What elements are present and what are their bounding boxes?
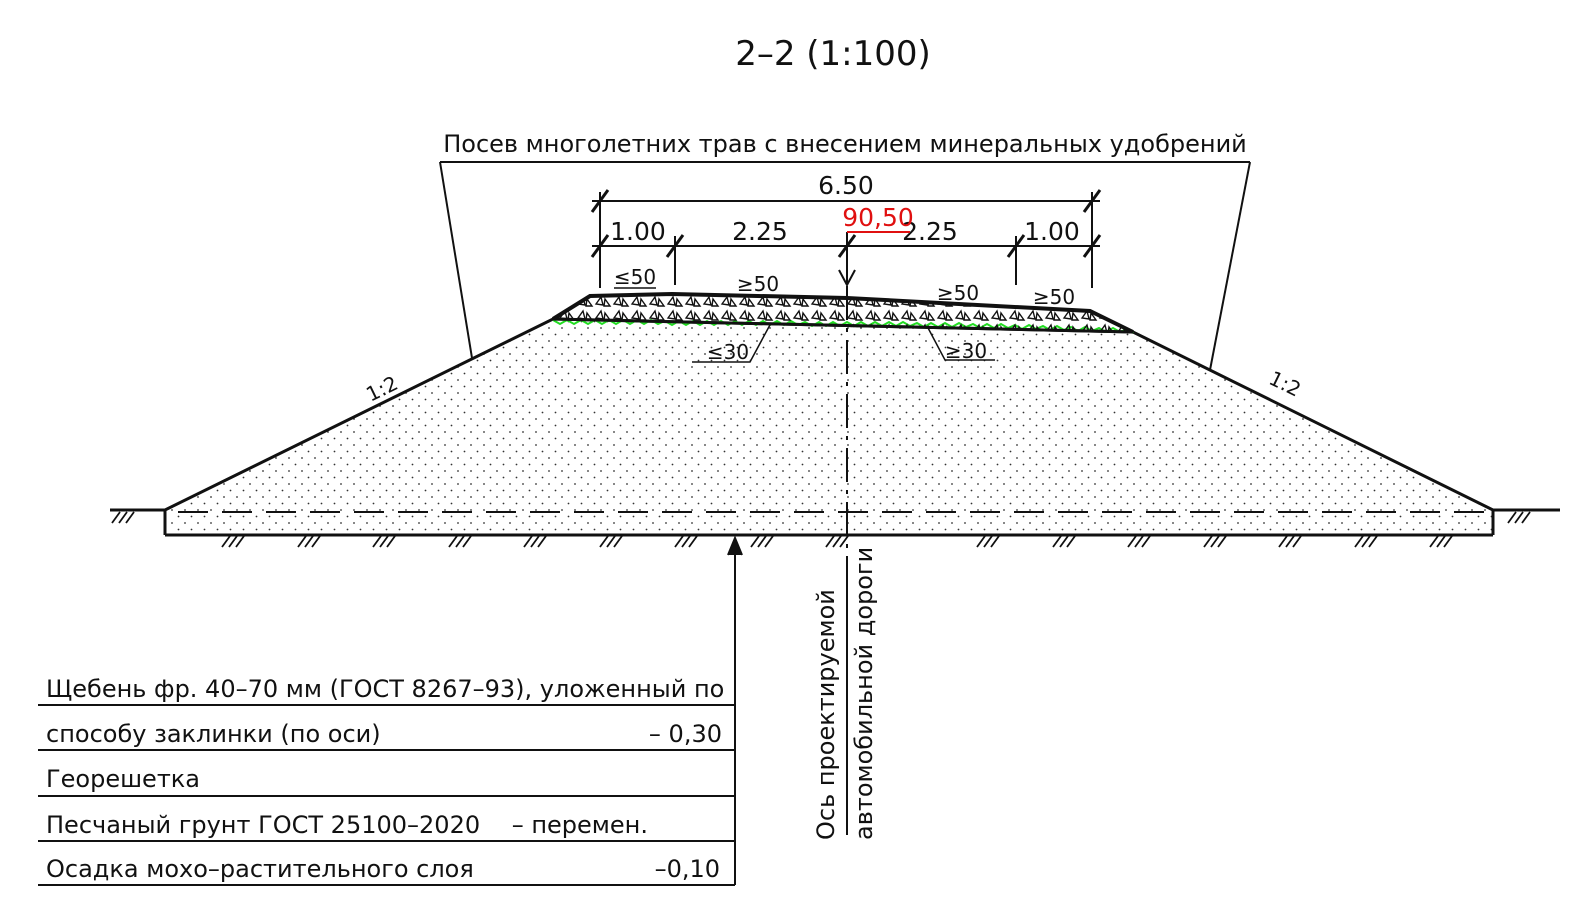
seeding-leader-right [1209, 161, 1251, 371]
thickness-top-mid-right: ≥50 [937, 281, 979, 305]
seeding-leader-left [439, 161, 473, 359]
dimension-chain-segments [590, 234, 1102, 285]
legend-row-1-text: Щебень фр. 40–70 мм (ГОСТ 8267–93), улож… [46, 675, 724, 703]
legend-row-2-value: – 0,30 [649, 720, 722, 748]
legend-row-4-value: – перемен. [512, 811, 648, 839]
thickness-bottom-left: ≤30 [707, 340, 749, 364]
seeding-note: Посев многолетних трав с внесением минер… [443, 130, 1247, 158]
axis-caption-line2: автомобильной дороги [850, 547, 878, 840]
legend-row-2-text: способу заклинки (по оси) [46, 720, 381, 748]
legend-row-5-value: –0,10 [655, 855, 720, 883]
dimension-right-shoulder: 1.00 [1024, 217, 1080, 246]
legend-row-4-text: Песчаный грунт ГОСТ 25100–2020 [46, 811, 480, 839]
legend-row-3-text: Георешетка [46, 765, 200, 793]
thickness-bottom-right-leader [926, 325, 995, 361]
thickness-bottom-left-leader [692, 322, 772, 363]
dimension-left-lane: 2.25 [732, 217, 788, 246]
legend-table: Щебень фр. 40–70 мм (ГОСТ 8267–93), улож… [38, 675, 735, 886]
dimension-right-lane: 2.25 [902, 217, 958, 246]
thickness-top-left: ≤50 [614, 265, 656, 289]
legend-row-5-text: Осадка мохо–растительного слоя [46, 855, 474, 883]
axis-elevation-arrowhead [838, 269, 856, 288]
elevation-mark: 90,50 [842, 203, 914, 232]
slope-right-label: 1:2 [1265, 366, 1304, 402]
crushed-stone-bottom-outline [552, 317, 1134, 334]
thickness-top-mid-left: ≥50 [737, 272, 779, 296]
crushed-stone-top-outline [551, 291, 1134, 334]
thickness-bottom-right: ≥30 [945, 339, 987, 363]
dimension-left-shoulder: 1.00 [610, 217, 666, 246]
ground-hatching [111, 511, 1531, 548]
thickness-top-right: ≥50 [1033, 285, 1075, 309]
legend-leader-arrowhead [727, 535, 743, 556]
sand-embankment [165, 319, 1493, 535]
axis-caption-line1: Ось проектируемой [812, 589, 840, 840]
section-title: 2–2 (1:100) [735, 34, 931, 74]
dimension-total [590, 189, 1102, 288]
dimension-total-label: 6.50 [818, 171, 874, 200]
